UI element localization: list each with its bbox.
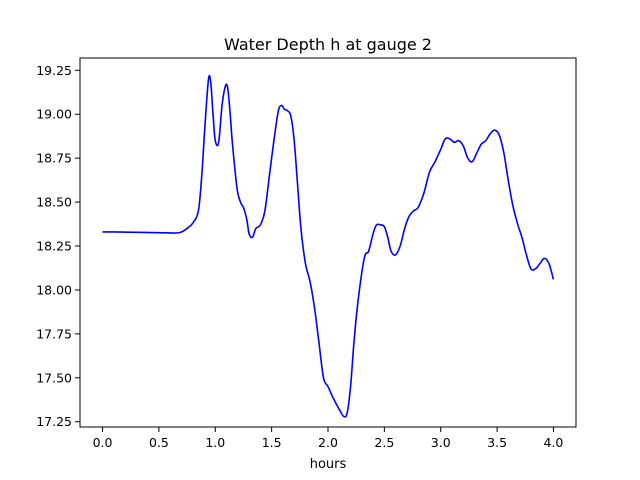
x-tick-label: 0.0 [93, 435, 113, 450]
x-tick-label: 3.0 [431, 435, 451, 450]
x-tick-label: 3.5 [487, 435, 507, 450]
y-tick-label: 17.50 [36, 370, 72, 385]
y-tick-label: 18.00 [36, 282, 72, 297]
y-tick-label: 18.75 [36, 151, 72, 166]
chart-title: Water Depth h at gauge 2 [224, 35, 432, 54]
y-tick-label: 17.75 [36, 326, 72, 341]
x-axis-label: hours [310, 457, 347, 472]
x-tick-label: 0.5 [149, 435, 169, 450]
x-tick-label: 4.0 [544, 435, 564, 450]
plot-area: 0.0 0.5 1.0 1.5 2.0 2.5 3.0 3.5 4.0 17.2517.5017… [36, 57, 577, 450]
x-tick-label: 1.5 [262, 435, 282, 450]
x-tick-label: 2.0 [318, 435, 338, 450]
y-tick-label: 18.50 [36, 195, 72, 210]
y-tick-label: 19.25 [36, 63, 72, 78]
y-tick-label: 17.25 [36, 414, 72, 429]
x-tick-label: 1.0 [205, 435, 225, 450]
y-axis: 17.25 17.50 17.75 18.00 18.25 18.50 18.75 19.00… [36, 63, 80, 429]
x-axis: 0.0 0.5 1.0 1.5 2.0 2.5 3.0 3.5 4.0 [93, 427, 564, 450]
series-line [102, 74, 555, 418]
y-tick-label: 18.25 [36, 239, 72, 254]
x-tick-label: 2.5 [374, 435, 394, 450]
y-tick-label: 19.00 [36, 107, 72, 122]
